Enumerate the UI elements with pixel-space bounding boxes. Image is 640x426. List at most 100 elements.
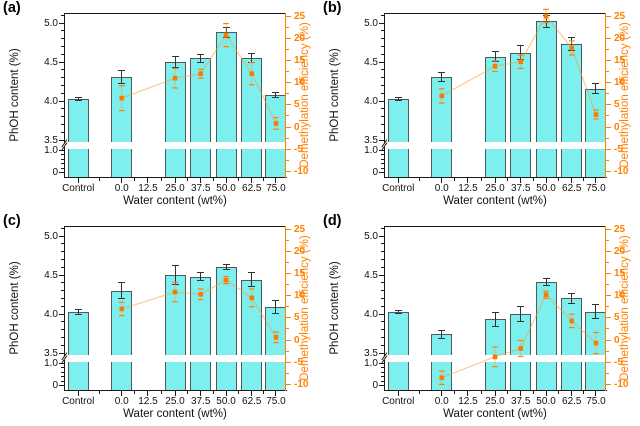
bar-errorbar-cap-top-62.5 [568, 293, 576, 295]
x-major-tick [545, 178, 547, 183]
left-minor-tick [381, 38, 384, 40]
left-minor-tick [381, 116, 384, 118]
right-major-tick [606, 317, 611, 319]
x-minor-tick [99, 391, 101, 394]
x-minor-tick [263, 391, 265, 394]
left-minor-tick [61, 116, 64, 118]
x-tick-label: 62.5 [242, 182, 262, 194]
right-tick-label: -5 [294, 143, 303, 155]
bar-errorbar-cap-bot-62.5 [248, 286, 256, 288]
plot-frame-top [385, 226, 606, 227]
right-minor-tick [606, 115, 609, 117]
right-tick-label: -10 [294, 378, 309, 390]
left-minor-tick [381, 371, 384, 373]
bar-errorbar-cap-bot-37.5 [197, 279, 205, 281]
left-minor-tick [381, 305, 384, 307]
bar-errorbar-cap-top-75.0 [272, 300, 280, 302]
x-tick-label: 0.0 [434, 395, 449, 407]
x-minor-tick [507, 178, 509, 181]
left-tick-label: 3.5 [44, 347, 58, 359]
right-tick-label: 20 [294, 245, 306, 257]
scatter-point-0.0 [439, 93, 445, 99]
x-minor-tick [480, 178, 482, 181]
demethylation-scatter-layer [438, 8, 599, 120]
x-major-tick [147, 178, 149, 183]
left-tick-label: 4.0 [364, 308, 378, 320]
scatter-point-75.0 [273, 121, 279, 126]
bar-errorbar-Control [77, 97, 79, 101]
left-minor-tick [61, 92, 64, 94]
bar-errorbar-cap-bot-75.0 [592, 318, 600, 320]
left-minor-tick [381, 266, 384, 268]
left-major-tick [59, 22, 64, 24]
x-tick-label: 37.5 [191, 395, 211, 407]
x-tick-label: 25.0 [485, 395, 505, 407]
x-major-tick [520, 391, 522, 396]
panel-label: (b) [323, 0, 342, 16]
right-minor-tick [606, 93, 609, 95]
x-minor-tick [454, 178, 456, 181]
right-major-tick [286, 170, 291, 172]
left-minor-tick [61, 251, 64, 253]
left-minor-tick [61, 329, 64, 331]
x-tick-label: 0.0 [114, 395, 129, 407]
bar-errorbar-cap-top-75.0 [592, 304, 600, 306]
scatter-point-37.5 [518, 59, 524, 65]
right-minor-tick [286, 372, 289, 374]
left-major-tick [379, 274, 384, 276]
right-axis-line [605, 13, 607, 178]
bottom-axis-line [384, 390, 607, 392]
x-major-tick [494, 178, 496, 183]
left-minor-tick [61, 297, 64, 299]
right-axis-line [605, 226, 607, 391]
x-axis-title: Water content (wt%) [123, 195, 227, 207]
right-major-tick [606, 15, 611, 17]
right-major-tick [606, 148, 611, 150]
x-tick-label: 0.0 [114, 182, 129, 194]
x-tick-label: 12.5 [458, 182, 478, 194]
left-minor-tick [61, 336, 64, 338]
right-tick-label: 25 [614, 223, 626, 235]
left-minor-tick [61, 53, 64, 55]
scatter-point-25.0 [172, 289, 178, 295]
right-tick-label: -10 [614, 165, 629, 177]
right-tick-label: 20 [614, 245, 626, 257]
right-tick-label: 10 [294, 290, 306, 302]
x-minor-tick [558, 178, 560, 181]
left-minor-tick [61, 38, 64, 40]
left-major-tick [59, 385, 64, 387]
left-tick-label: 4.5 [364, 269, 378, 281]
left-minor-tick [381, 53, 384, 55]
scatter-point-75.0 [593, 340, 599, 346]
bar-errorbar-cap-top-62.5 [568, 37, 576, 39]
bar-errorbar-62.5 [251, 272, 253, 287]
bar-errorbar-62.5 [571, 293, 573, 304]
x-minor-tick [238, 178, 240, 181]
left-minor-tick [61, 227, 64, 229]
left-axis-line [64, 226, 66, 390]
bar-errorbar-cap-bot-Control [394, 312, 402, 314]
bar-errorbar-cap-bot-37.5 [197, 61, 205, 63]
bar-errorbar-25.0 [174, 56, 176, 68]
x-tick-label: 12.5 [458, 395, 478, 407]
left-minor-tick [61, 131, 64, 133]
right-major-tick [286, 317, 291, 319]
plot-frame-top [65, 226, 286, 227]
x-minor-tick [507, 391, 509, 394]
left-minor-tick [61, 69, 64, 71]
right-tick-label: 0 [294, 334, 300, 346]
right-tick-label: -10 [294, 165, 309, 177]
x-major-tick [571, 178, 573, 183]
bar-errorbar-cap-bot-75.0 [592, 93, 600, 95]
x-major-tick [174, 178, 176, 183]
right-major-tick [286, 82, 291, 84]
x-major-tick [251, 178, 253, 183]
left-major-tick [59, 235, 64, 237]
left-major-tick [59, 274, 64, 276]
bar-errorbar-cap-bot-0.0 [118, 297, 126, 299]
bar-errorbar-0.0 [121, 282, 123, 299]
x-minor-tick [160, 391, 162, 394]
x-tick-label: 75.0 [586, 182, 606, 194]
axis-break-band [66, 142, 285, 149]
